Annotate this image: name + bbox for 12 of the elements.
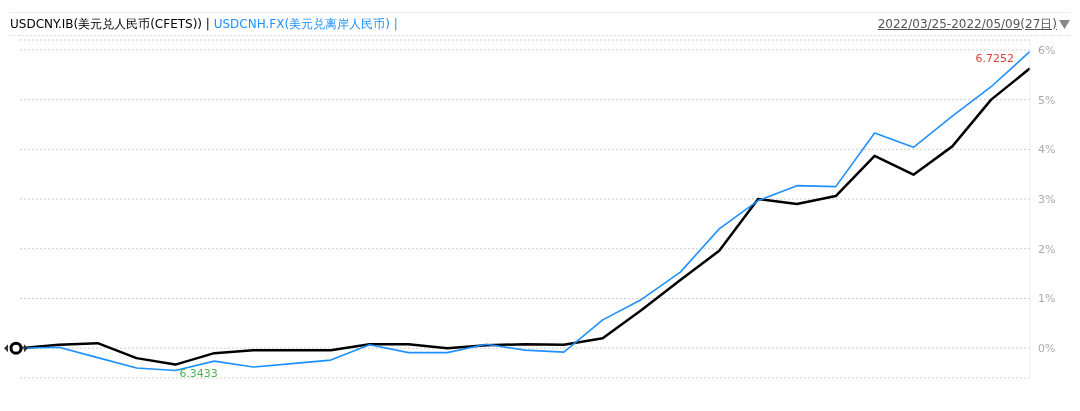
text: USDCNY.IB(美元兑人民币(CFETS)) | (10, 15, 211, 33)
annotation: 6.7252 (975, 52, 1014, 66)
text: USDCNH.FX(美元兑离岸人民币) | (213, 15, 399, 33)
y-tick-label: 5% (1038, 93, 1056, 107)
chart-subtitle: 2022/03/25-2022/05/09(27日) (877, 15, 1057, 33)
y-tick-label: 1% (1038, 292, 1056, 306)
y-tick-label: 3% (1038, 192, 1056, 206)
y-tick-label: 2% (1038, 242, 1056, 256)
y-tick-label: 4% (1038, 143, 1056, 157)
y-tick-label: 6% (1038, 43, 1056, 57)
annotation: 6.3433 (179, 366, 218, 380)
y-tick-label: 0% (1038, 342, 1056, 356)
